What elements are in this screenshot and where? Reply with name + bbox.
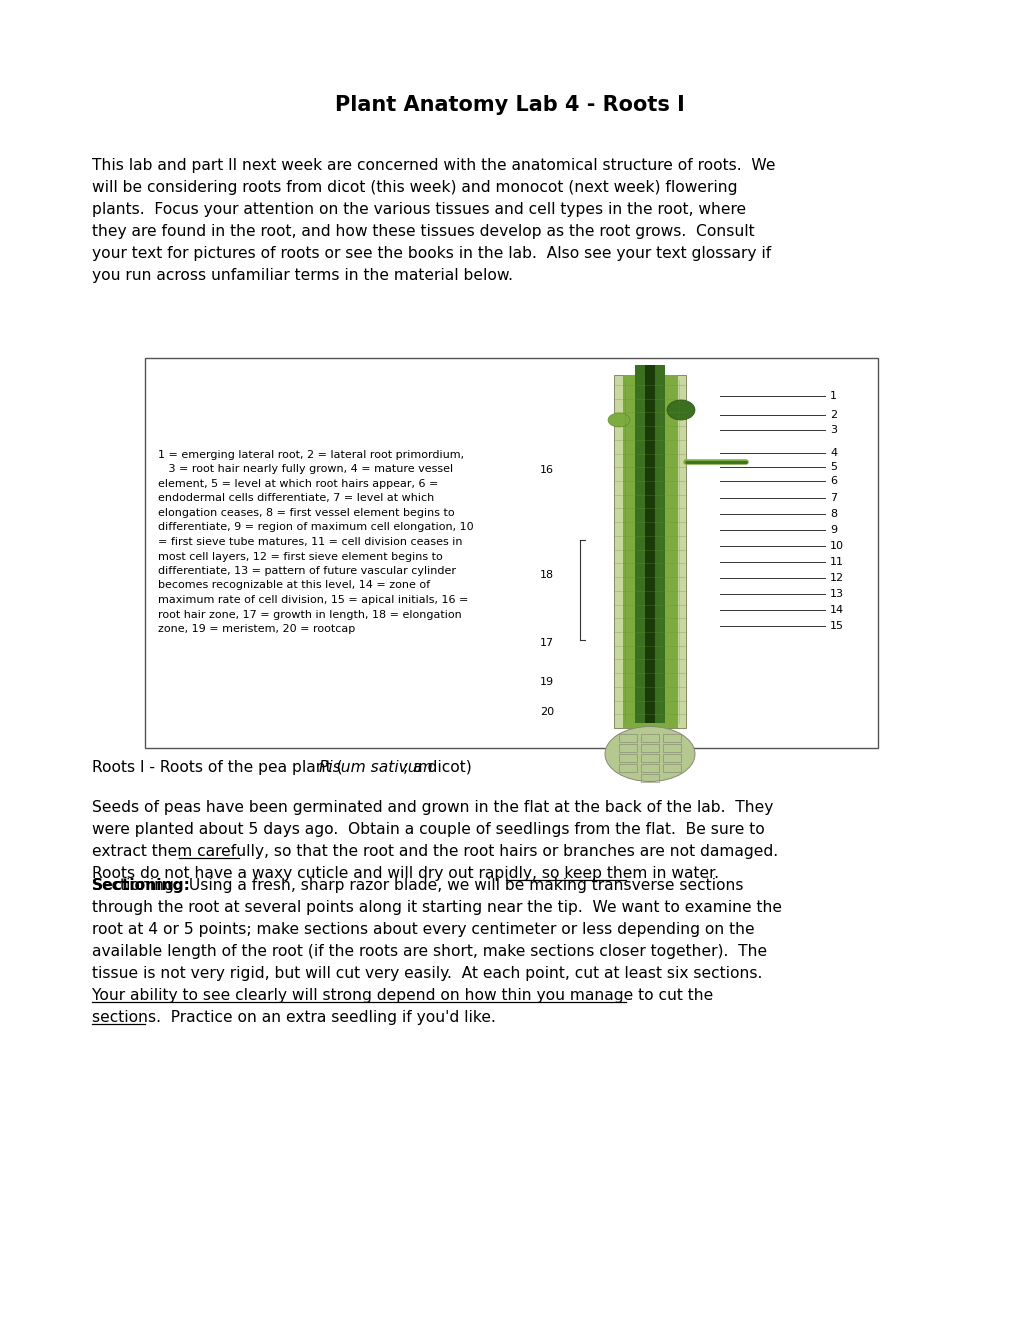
Text: 20: 20 bbox=[539, 708, 553, 717]
Text: 3: 3 bbox=[829, 425, 837, 436]
Bar bbox=[619, 734, 637, 742]
Text: differentiate, 9 = region of maximum cell elongation, 10: differentiate, 9 = region of maximum cel… bbox=[158, 523, 473, 532]
Text: extract them carefully, so that the root and the root hairs or branches are not : extract them carefully, so that the root… bbox=[92, 843, 777, 859]
Bar bbox=[623, 375, 678, 729]
Text: 17: 17 bbox=[539, 638, 553, 648]
Text: differentiate, 13 = pattern of future vascular cylinder: differentiate, 13 = pattern of future va… bbox=[158, 566, 455, 576]
Bar bbox=[662, 744, 681, 752]
Text: will be considering roots from dicot (this week) and monocot (next week) floweri: will be considering roots from dicot (th… bbox=[92, 180, 737, 195]
Text: Seeds of peas have been germinated and grown in the flat at the back of the lab.: Seeds of peas have been germinated and g… bbox=[92, 800, 772, 814]
Text: elongation ceases, 8 = first vessel element begins to: elongation ceases, 8 = first vessel elem… bbox=[158, 508, 454, 517]
Text: 5: 5 bbox=[829, 462, 837, 473]
Ellipse shape bbox=[607, 413, 630, 426]
Text: 9: 9 bbox=[829, 525, 837, 535]
Bar bbox=[640, 744, 658, 752]
Text: 6: 6 bbox=[829, 477, 837, 486]
Bar bbox=[640, 774, 658, 781]
Text: 14: 14 bbox=[829, 605, 844, 615]
Text: Pisum sativum: Pisum sativum bbox=[319, 760, 432, 775]
Text: Your ability to see clearly will strong depend on how thin you manage to cut the: Your ability to see clearly will strong … bbox=[92, 987, 712, 1003]
Text: plants.  Focus your attention on the various tissues and cell types in the root,: plants. Focus your attention on the vari… bbox=[92, 202, 745, 216]
Text: Roots I - Roots of the pea plant (: Roots I - Roots of the pea plant ( bbox=[92, 760, 342, 775]
Text: 13: 13 bbox=[829, 589, 843, 599]
Text: 7: 7 bbox=[829, 492, 837, 503]
Text: they are found in the root, and how these tissues develop as the root grows.  Co: they are found in the root, and how thes… bbox=[92, 224, 754, 239]
Text: Sectioning:  Using a fresh, sharp razor blade, we will be making transverse sect: Sectioning: Using a fresh, sharp razor b… bbox=[92, 878, 743, 894]
Text: maximum rate of cell division, 15 = apical initials, 16 =: maximum rate of cell division, 15 = apic… bbox=[158, 595, 468, 605]
Text: 2: 2 bbox=[829, 411, 837, 420]
Bar bbox=[662, 754, 681, 762]
Text: Roots do not have a waxy cuticle and will dry out rapidly, so keep them in water: Roots do not have a waxy cuticle and wil… bbox=[92, 866, 718, 880]
Text: 10: 10 bbox=[829, 541, 843, 550]
Text: Sectioning:: Sectioning: bbox=[92, 878, 191, 894]
Text: Plant Anatomy Lab 4 - Roots I: Plant Anatomy Lab 4 - Roots I bbox=[335, 95, 684, 115]
Text: you run across unfamiliar terms in the material below.: you run across unfamiliar terms in the m… bbox=[92, 268, 513, 282]
Bar bbox=[619, 744, 637, 752]
Text: = first sieve tube matures, 11 = cell division ceases in: = first sieve tube matures, 11 = cell di… bbox=[158, 537, 462, 546]
Text: through the root at several points along it starting near the tip.  We want to e: through the root at several points along… bbox=[92, 900, 782, 915]
Bar bbox=[640, 734, 658, 742]
Text: becomes recognizable at this level, 14 = zone of: becomes recognizable at this level, 14 =… bbox=[158, 581, 430, 590]
Text: 1: 1 bbox=[829, 391, 837, 401]
Bar bbox=[619, 754, 637, 762]
Text: sections.  Practice on an extra seedling if you'd like.: sections. Practice on an extra seedling … bbox=[92, 1010, 495, 1026]
Text: 8: 8 bbox=[829, 510, 837, 519]
Text: 1 = emerging lateral root, 2 = lateral root primordium,: 1 = emerging lateral root, 2 = lateral r… bbox=[158, 450, 464, 459]
Text: 4: 4 bbox=[829, 447, 837, 458]
Text: 3 = root hair nearly fully grown, 4 = mature vessel: 3 = root hair nearly fully grown, 4 = ma… bbox=[158, 465, 452, 474]
Bar bbox=[635, 366, 664, 723]
Text: 15: 15 bbox=[829, 620, 843, 631]
Text: root at 4 or 5 points; make sections about every centimeter or less depending on: root at 4 or 5 points; make sections abo… bbox=[92, 921, 754, 937]
Bar bbox=[644, 366, 654, 723]
Ellipse shape bbox=[666, 400, 694, 420]
Bar bbox=[662, 764, 681, 772]
Text: tissue is not very rigid, but will cut very easily.  At each point, cut at least: tissue is not very rigid, but will cut v… bbox=[92, 966, 761, 981]
Bar bbox=[640, 754, 658, 762]
Text: endodermal cells differentiate, 7 = level at which: endodermal cells differentiate, 7 = leve… bbox=[158, 494, 434, 503]
Text: most cell layers, 12 = first sieve element begins to: most cell layers, 12 = first sieve eleme… bbox=[158, 552, 442, 561]
Text: 18: 18 bbox=[539, 570, 553, 579]
Text: element, 5 = level at which root hairs appear, 6 =: element, 5 = level at which root hairs a… bbox=[158, 479, 438, 488]
Text: 11: 11 bbox=[829, 557, 843, 568]
Bar bbox=[613, 375, 686, 729]
Bar bbox=[619, 764, 637, 772]
Text: root hair zone, 17 = growth in length, 18 = elongation: root hair zone, 17 = growth in length, 1… bbox=[158, 610, 462, 619]
Text: This lab and part II next week are concerned with the anatomical structure of ro: This lab and part II next week are conce… bbox=[92, 158, 774, 173]
Text: your text for pictures of roots or see the books in the lab.  Also see your text: your text for pictures of roots or see t… bbox=[92, 246, 770, 261]
Ellipse shape bbox=[604, 726, 694, 781]
Text: zone, 19 = meristem, 20 = rootcap: zone, 19 = meristem, 20 = rootcap bbox=[158, 624, 355, 634]
Bar bbox=[640, 764, 658, 772]
Text: 16: 16 bbox=[539, 465, 553, 475]
Text: 19: 19 bbox=[539, 677, 553, 686]
Text: ; a dicot): ; a dicot) bbox=[403, 760, 472, 775]
Text: available length of the root (if the roots are short, make sections closer toget: available length of the root (if the roo… bbox=[92, 944, 766, 960]
Bar bbox=[145, 358, 877, 748]
Text: 12: 12 bbox=[829, 573, 844, 583]
Bar bbox=[662, 734, 681, 742]
Text: were planted about 5 days ago.  Obtain a couple of seedlings from the flat.  Be : were planted about 5 days ago. Obtain a … bbox=[92, 822, 764, 837]
